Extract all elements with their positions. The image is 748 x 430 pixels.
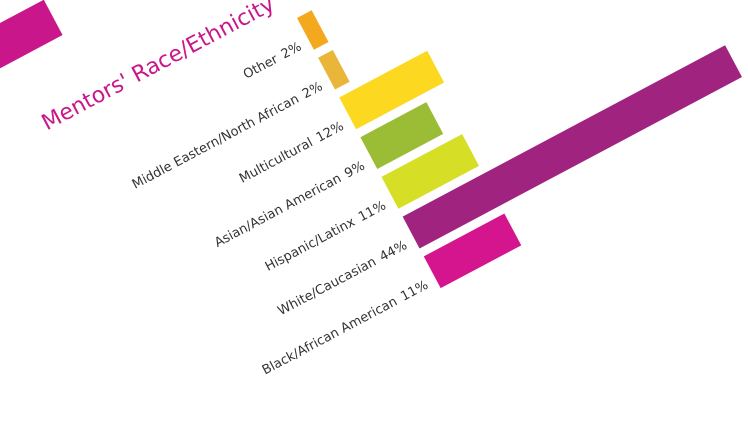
- bar: [381, 134, 480, 209]
- value-label: 2%: [279, 39, 304, 62]
- bar: [318, 49, 350, 90]
- bar: [360, 102, 444, 169]
- value-label: 2%: [300, 79, 325, 102]
- decor-block: [0, 0, 63, 94]
- value-label: 11%: [398, 278, 431, 305]
- value-label: 11%: [356, 198, 389, 225]
- bar: [402, 45, 742, 249]
- bar-label: Other2%: [241, 39, 304, 82]
- value-label: 44%: [377, 238, 410, 265]
- bar: [423, 213, 522, 289]
- value-label: 9%: [342, 159, 367, 182]
- bar-label: Asian/Asian American9%: [212, 159, 367, 251]
- bar-label: Middle Eastern/North African2%: [130, 79, 325, 192]
- category-label: Other: [241, 52, 281, 83]
- category-label: Multicultural: [237, 135, 316, 186]
- category-label: Hispanic/Latinx: [263, 215, 358, 275]
- category-label: Middle Eastern/North African: [130, 92, 302, 193]
- bar: [297, 10, 329, 50]
- value-label: 12%: [314, 119, 347, 146]
- bar: [339, 50, 445, 130]
- bar-label: Black/African American11%: [260, 278, 431, 378]
